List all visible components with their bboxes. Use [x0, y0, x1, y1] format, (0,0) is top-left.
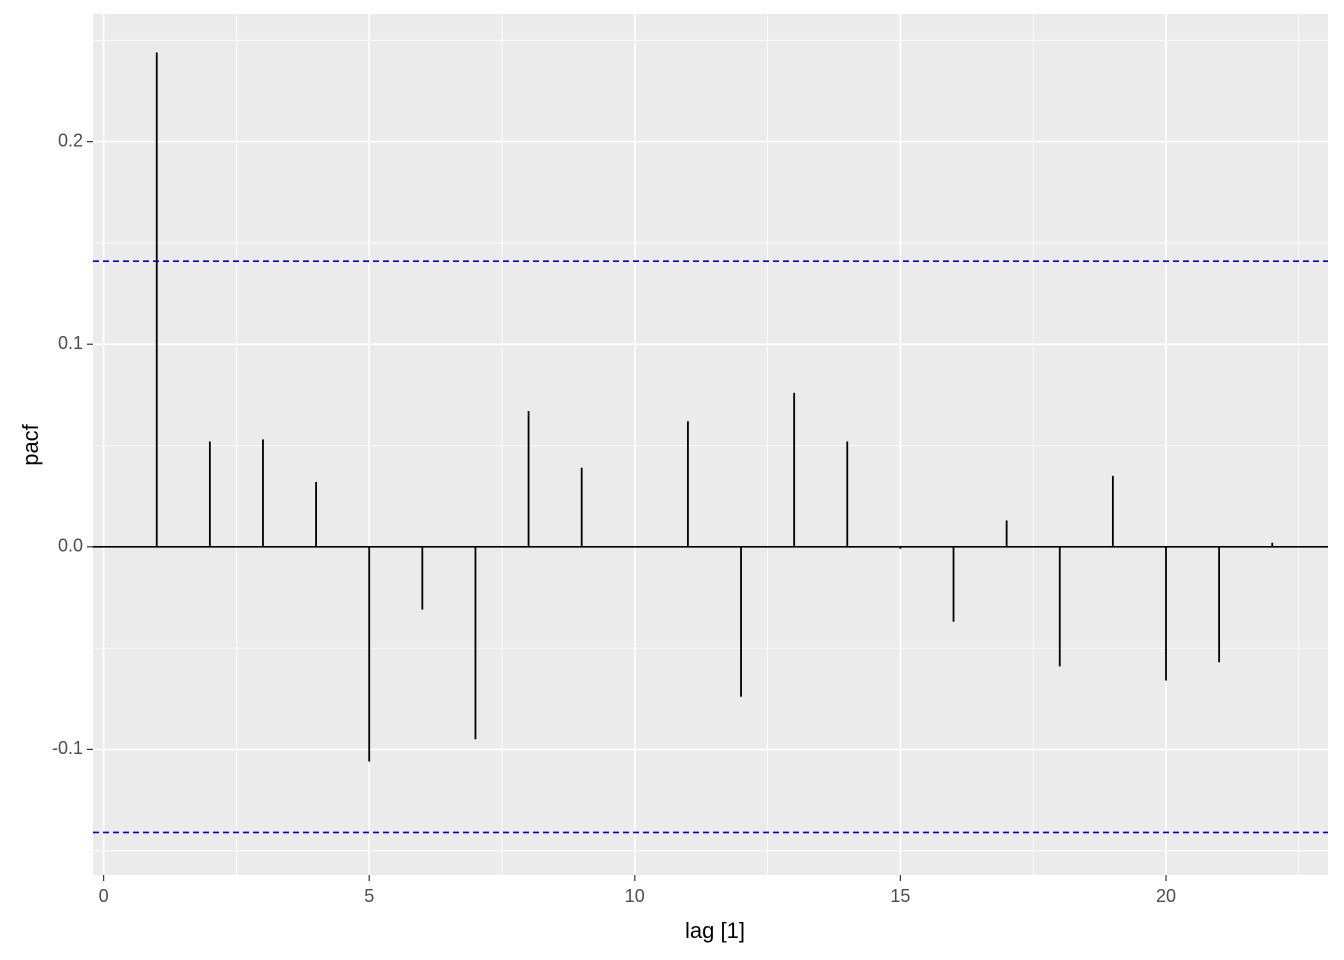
- y-tick-label: -0.1: [52, 738, 83, 758]
- y-tick-label: 0.1: [58, 333, 83, 353]
- x-tick-label: 0: [99, 886, 109, 906]
- x-tick-label: 20: [1156, 886, 1176, 906]
- y-tick-label: 0.0: [58, 536, 83, 556]
- x-tick-label: 5: [364, 886, 374, 906]
- panel: [93, 14, 1328, 875]
- x-axis-title: lag [1]: [685, 918, 745, 943]
- y-axis-title: pacf: [18, 423, 43, 465]
- x-tick-label: 10: [625, 886, 645, 906]
- y-tick-label: 0.2: [58, 130, 83, 150]
- x-tick-label: 15: [890, 886, 910, 906]
